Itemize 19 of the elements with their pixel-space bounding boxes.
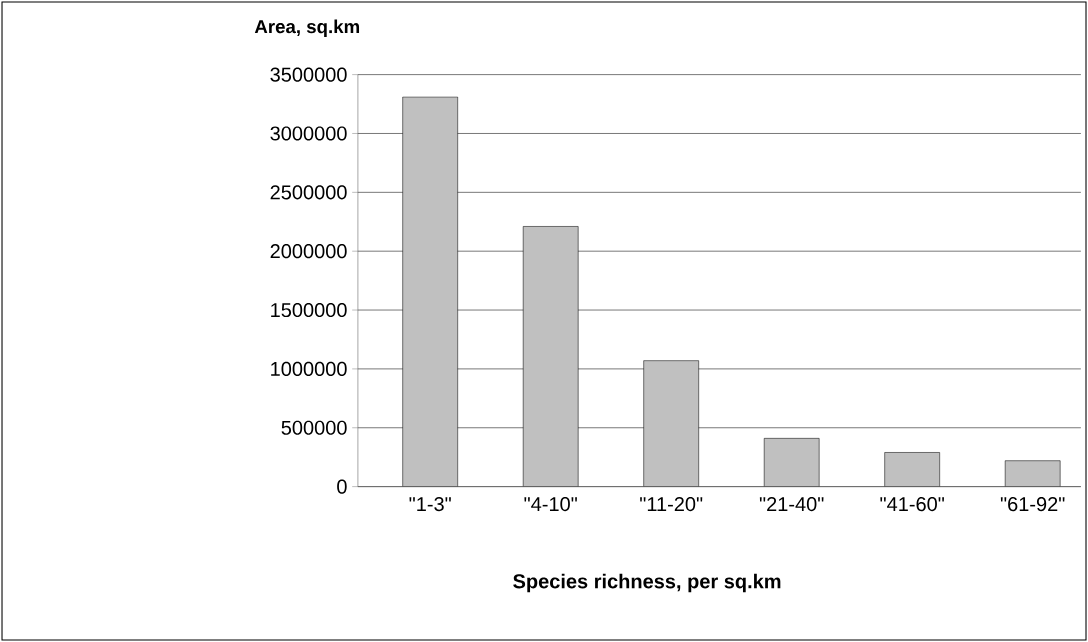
- y-tick-label: 2000000: [270, 244, 347, 259]
- x-tick-label: "41-60": [880, 497, 944, 512]
- y-tick-label: 3500000: [270, 67, 347, 82]
- bar: [763, 438, 820, 487]
- x-tick-label: "1-3": [409, 497, 451, 512]
- x-axis-title: Species richness, per sq.km: [513, 573, 781, 593]
- y-tick-label: 1000000: [271, 361, 347, 376]
- y-tick-label: 500000: [281, 420, 347, 435]
- y-tick-label: 0: [337, 479, 347, 494]
- bar: [884, 452, 940, 487]
- x-tick-label: "4-10": [524, 497, 577, 512]
- bar: [1004, 460, 1061, 487]
- x-tick-label: "61-92": [1000, 497, 1065, 512]
- y-tick-label: 1500000: [271, 302, 347, 318]
- x-tick-label: "11-20": [640, 497, 703, 512]
- y-axis-title: Area, sq.km: [254, 19, 360, 37]
- x-tick-label: "21-40": [759, 497, 824, 512]
- y-tick-label: 2500000: [270, 185, 347, 200]
- y-tick-label: 3000000: [270, 126, 347, 141]
